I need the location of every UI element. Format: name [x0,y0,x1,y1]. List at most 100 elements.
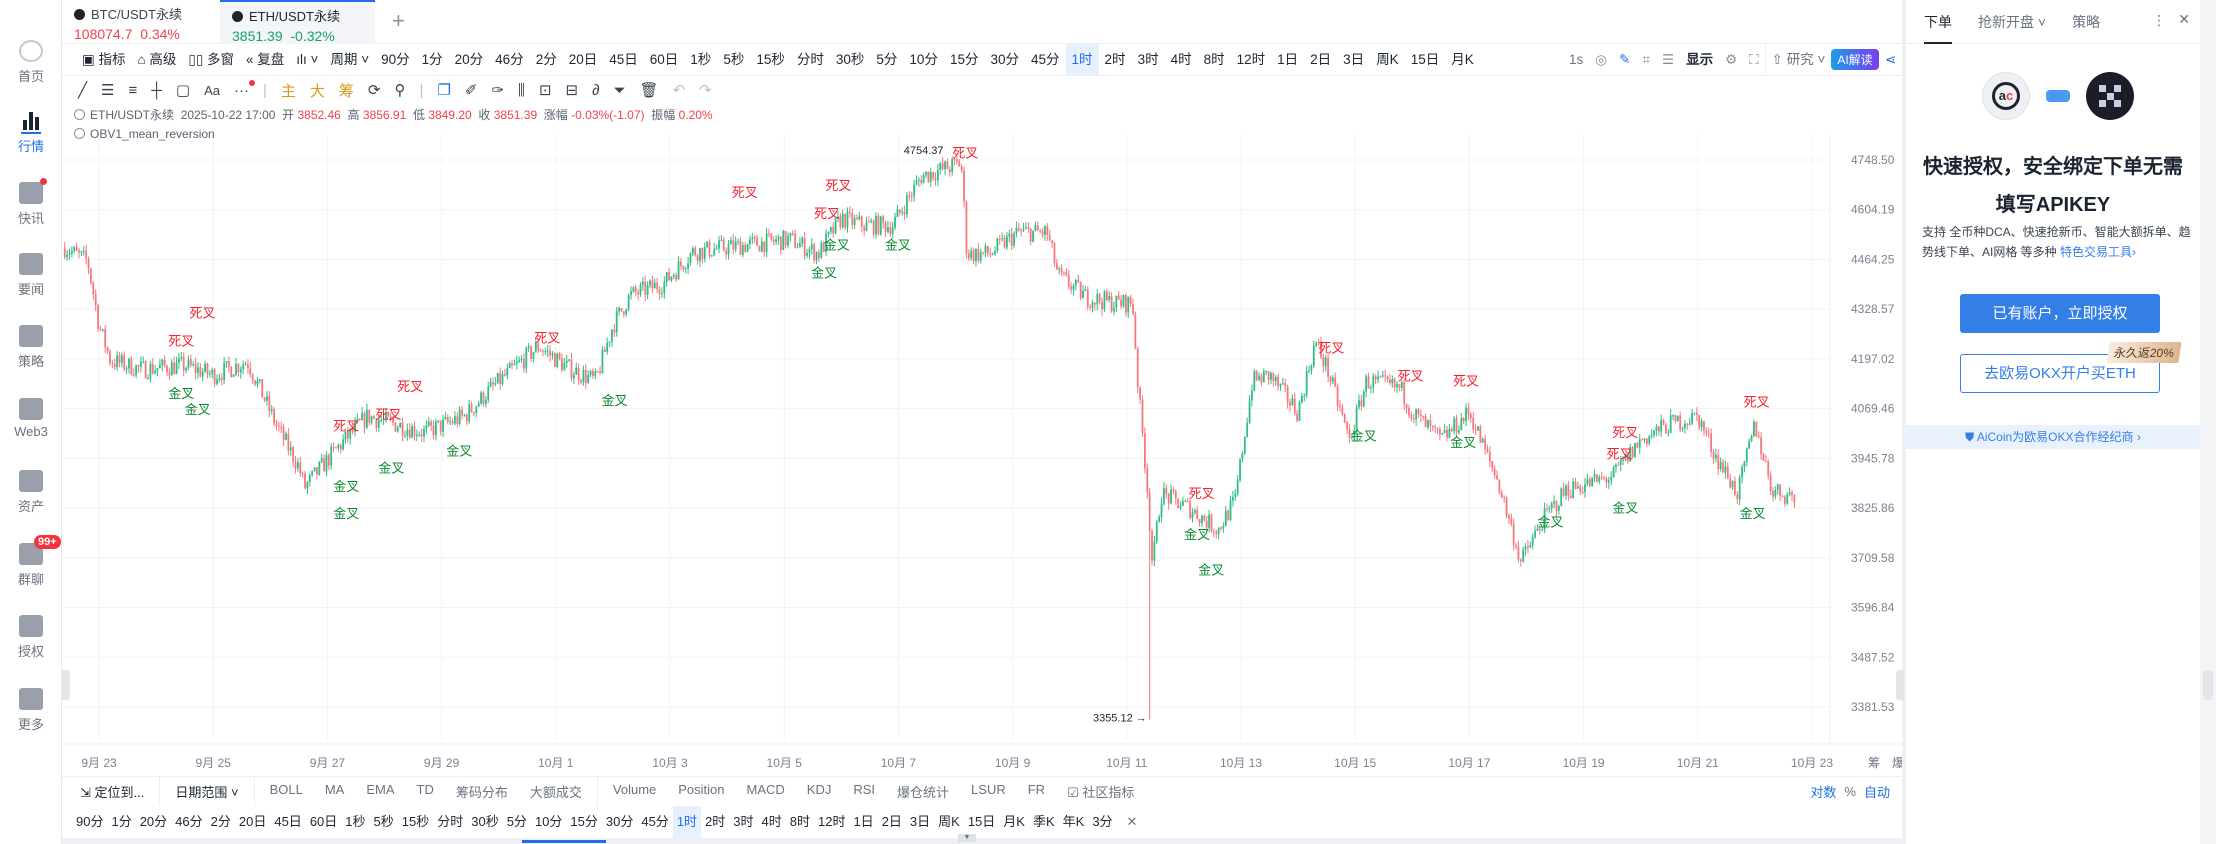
expand-right-handle[interactable] [1896,670,1904,700]
period-90分[interactable]: 90分 [381,51,410,67]
period-2日[interactable]: 2日 [881,814,902,829]
indicator-MA[interactable]: MA [324,782,345,797]
period-分时[interactable]: 分时 [437,814,464,829]
collapse-arrow-icon[interactable]: ▼ [958,834,976,842]
brush-icon[interactable]: ✑ [491,82,505,99]
indicator-爆仓统计[interactable]: 爆仓统计 [897,785,950,800]
chart-type-dropdown[interactable]: ılı ˅ [296,51,319,67]
period-45日[interactable]: 45日 [274,814,302,829]
period-10分[interactable]: 10分 [534,814,563,829]
interval-1s-button[interactable]: 1s [1569,51,1584,67]
period-15日[interactable]: 15日 [1410,51,1440,67]
undo-icon[interactable]: ↶ [672,82,686,99]
indicators-button[interactable]: ▣ 指标 [82,51,126,67]
auto-scale-toggle[interactable]: 自动 [1863,785,1890,800]
period-1时[interactable]: 1时 [1065,43,1099,76]
period-年K[interactable]: 年K [1062,814,1085,829]
period-5秒[interactable]: 5秒 [723,51,745,67]
collapse-icon[interactable] [74,128,85,139]
period-2日[interactable]: 2日 [1310,51,1332,67]
period-1分[interactable]: 1分 [421,51,443,67]
period-分时[interactable]: 分时 [796,51,824,67]
filter-icon[interactable]: ⏷ [613,81,626,99]
parallel-lines-icon[interactable]: ☰ [101,82,115,99]
add-tab-button[interactable]: + [392,8,405,33]
period-15分[interactable]: 15分 [570,814,598,829]
period-90分[interactable]: 90分 [76,814,104,829]
sidebar-item-3[interactable]: 要闻 [0,253,62,298]
indicator-KDJ[interactable]: KDJ [806,782,832,797]
horizontal-line-icon[interactable]: ┼ [151,81,162,99]
indicator-TD[interactable]: TD [416,782,434,797]
crop-icon[interactable]: ⌗ [1642,51,1650,67]
expand-handle[interactable] [2203,670,2213,700]
sidebar-item-0[interactable]: 首页 [0,40,62,85]
candle-tool-icon[interactable]: ⫼ [518,81,525,99]
log-scale-toggle[interactable]: 对数 [1810,785,1837,800]
locate-button[interactable]: ⇲ 定位到... [80,785,145,800]
settings-icon[interactable]: ⚙ [1725,51,1738,67]
period-1时[interactable]: 1时 [672,806,702,838]
period-5分[interactable]: 5分 [876,51,898,67]
candlestick-chart[interactable]: 4748.50 4604.19 4464.25 4328.57 4197.02 4069.… [62,104,1902,776]
period-10分[interactable]: 10分 [909,51,938,67]
indicator-Position[interactable]: Position [678,782,725,797]
indicator-LSUR[interactable]: LSUR [971,782,1006,797]
indicator-EMA[interactable]: EMA [366,782,395,797]
period-60日[interactable]: 60日 [649,51,679,67]
sync-icon[interactable]: ⟳ [367,82,381,99]
period-3时[interactable]: 3时 [1137,51,1159,67]
period-20分[interactable]: 20分 [139,814,168,829]
period-5分[interactable]: 5分 [506,814,527,829]
sidebar-item-8[interactable]: 授权 [0,615,62,660]
magnet-icon[interactable]: ⚲ [394,82,406,99]
advanced-button[interactable]: ⌂ 高级 [137,51,177,67]
text-tool[interactable]: Aa [204,82,220,98]
sidebar-item-6[interactable]: 资产 [0,470,62,515]
tab-eth[interactable]: ETH/USDT永续 3851.39 -0.32% [220,0,375,44]
indicator-大额成交[interactable]: 大额成交 [529,785,582,800]
period-12时[interactable]: 12时 [817,814,846,829]
big-order-button[interactable]: 大 [309,82,325,100]
more-tools-button[interactable]: ··· [234,79,255,99]
indicator-RSI[interactable]: RSI [853,782,876,797]
period-20日[interactable]: 20日 [568,51,598,67]
period-4时[interactable]: 4时 [1170,51,1192,67]
pen-icon[interactable]: ✎ [1619,51,1631,67]
period-45分[interactable]: 45分 [1031,51,1060,67]
community-indicators-button[interactable]: ☑ 社区指标 [1067,785,1135,800]
sidebar-item-4[interactable]: 策略 [0,325,62,370]
period-8时[interactable]: 8时 [1203,51,1225,67]
period-dropdown[interactable]: 周期 ˅ [330,51,370,67]
close-icon[interactable]: ✕ [2178,11,2190,27]
period-1日[interactable]: 1日 [853,814,874,829]
camera-icon[interactable]: ◎ [1595,51,1608,67]
indicator-MACD[interactable]: MACD [746,782,785,797]
period-20分[interactable]: 20分 [454,51,484,67]
period-3分[interactable]: 3分 [1092,814,1113,829]
sidebar-item-1[interactable]: 行情 [0,110,62,155]
period-3时[interactable]: 3时 [733,814,754,829]
expand-left-handle[interactable] [62,670,70,700]
share-icon[interactable]: ⋖ [1884,51,1896,67]
period-45分[interactable]: 45分 [641,814,669,829]
price-chart[interactable]: 4748.50 4604.19 4464.25 4328.57 4197.02 4069.… [62,104,1902,776]
axis-corner-button[interactable]: 爆 [1892,756,1902,770]
channel-icon[interactable]: ≡ [128,81,138,99]
tab-order[interactable]: 下单 [1924,2,1952,44]
tab-new-listing[interactable]: 抢新开盘 ˅ [1978,13,2047,30]
authorize-button[interactable]: 已有账户，立即授权 [1960,294,2160,333]
period-5秒[interactable]: 5秒 [373,814,394,829]
period-15秒[interactable]: 15秒 [401,814,430,829]
period-1秒[interactable]: 1秒 [345,814,366,829]
indicator-FR[interactable]: FR [1027,782,1046,797]
period-1分[interactable]: 1分 [111,814,132,829]
period-4时[interactable]: 4时 [761,814,782,829]
tab-strategy[interactable]: 策略 [2072,13,2101,30]
period-30分[interactable]: 30分 [990,51,1019,67]
open-okx-account-button[interactable]: 去欧易OKX开户买ETH [1960,354,2160,393]
period-2分[interactable]: 2分 [535,51,557,67]
period-2时[interactable]: 2时 [1104,51,1126,67]
period-月K[interactable]: 月K [1003,814,1025,829]
period-12时[interactable]: 12时 [1236,51,1266,67]
